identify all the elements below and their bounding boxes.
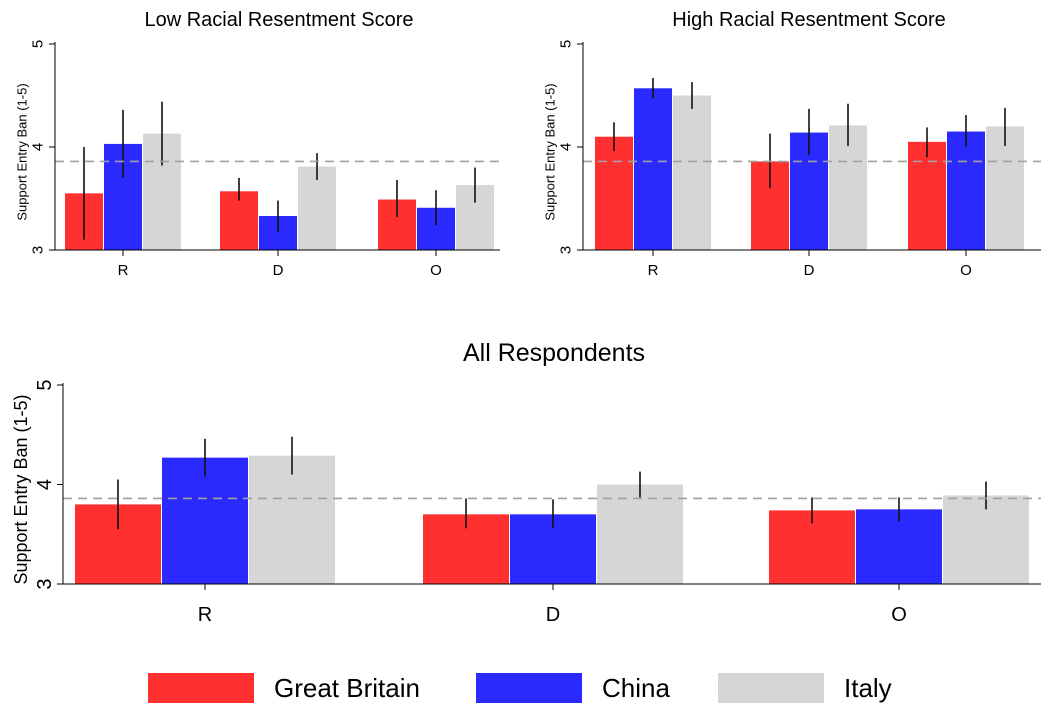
bar-high-resentment-o-italy bbox=[986, 126, 1024, 250]
legend-label-china: China bbox=[602, 673, 670, 703]
legend-label-italy: Italy bbox=[844, 673, 892, 703]
legend-item-great-britain: Great Britain bbox=[148, 672, 420, 704]
x-tick-label-low-resentment-d: D bbox=[273, 262, 284, 279]
legend-label-great-britain: Great Britain bbox=[274, 673, 420, 703]
y-tick-label-high-resentment-3: 3 bbox=[558, 246, 575, 254]
bar-high-resentment-r-italy bbox=[673, 95, 711, 250]
y-tick-label-high-resentment-4: 4 bbox=[558, 143, 575, 151]
x-tick-label-all-respondents-d: D bbox=[546, 604, 560, 626]
legend-swatch-italy bbox=[718, 673, 824, 703]
x-tick-label-high-resentment-d: D bbox=[804, 262, 815, 279]
y-axis-title-low-resentment: Support Entry Ban (1-5) bbox=[15, 83, 30, 220]
bar-low-resentment-d-great-britain bbox=[220, 191, 258, 250]
bar-all-respondents-r-italy bbox=[249, 455, 335, 584]
legend-item-italy: Italy bbox=[718, 672, 892, 704]
y-tick-label-all-respondents-5: 5 bbox=[34, 379, 56, 390]
y-tick-label-low-resentment-4: 4 bbox=[30, 143, 47, 151]
bar-all-respondents-o-china bbox=[856, 509, 942, 584]
bar-high-resentment-o-great-britain bbox=[908, 141, 946, 250]
y-tick-label-all-respondents-3: 3 bbox=[34, 578, 56, 589]
y-axis-title-all-respondents: Support Entry Ban (1-5) bbox=[11, 394, 31, 584]
bar-all-respondents-o-italy bbox=[943, 495, 1029, 584]
bar-all-respondents-r-china bbox=[162, 457, 248, 584]
panel-title-all-respondents: All Respondents bbox=[463, 339, 645, 367]
panel-low-resentment: Low Racial Resentment Score 3 4 5 Support En… bbox=[15, 9, 500, 279]
panel-title-high-resentment: High Racial Resentment Score bbox=[672, 9, 945, 31]
bar-high-resentment-r-china bbox=[634, 88, 672, 250]
x-tick-label-all-respondents-r: R bbox=[198, 604, 212, 626]
x-tick-label-low-resentment-r: R bbox=[118, 262, 129, 279]
y-tick-label-low-resentment-5: 5 bbox=[30, 40, 47, 48]
bar-low-resentment-d-italy bbox=[298, 166, 336, 250]
bar-high-resentment-d-italy bbox=[829, 125, 867, 250]
panel-title-low-resentment: Low Racial Resentment Score bbox=[144, 9, 413, 31]
y-tick-label-all-respondents-4: 4 bbox=[34, 479, 56, 490]
panel-high-resentment: High Racial Resentment Score 3 4 5 Support E… bbox=[543, 9, 1041, 279]
x-tick-label-high-resentment-o: O bbox=[960, 262, 972, 279]
y-axis-title-high-resentment: Support Entry Ban (1-5) bbox=[543, 83, 558, 220]
legend-swatch-great-britain bbox=[148, 673, 254, 703]
bar-all-respondents-d-italy bbox=[597, 484, 683, 584]
legend: Great Britain China Italy bbox=[0, 664, 1043, 710]
x-tick-label-all-respondents-o: O bbox=[891, 604, 907, 626]
legend-item-china: China bbox=[476, 672, 670, 704]
x-tick-label-low-resentment-o: O bbox=[430, 262, 442, 279]
y-tick-label-low-resentment-3: 3 bbox=[30, 246, 47, 254]
x-tick-label-high-resentment-r: R bbox=[648, 262, 659, 279]
bar-high-resentment-o-china bbox=[947, 131, 985, 250]
y-tick-label-high-resentment-5: 5 bbox=[558, 40, 575, 48]
legend-swatch-china bbox=[476, 673, 582, 703]
bar-high-resentment-r-great-britain bbox=[595, 136, 633, 250]
